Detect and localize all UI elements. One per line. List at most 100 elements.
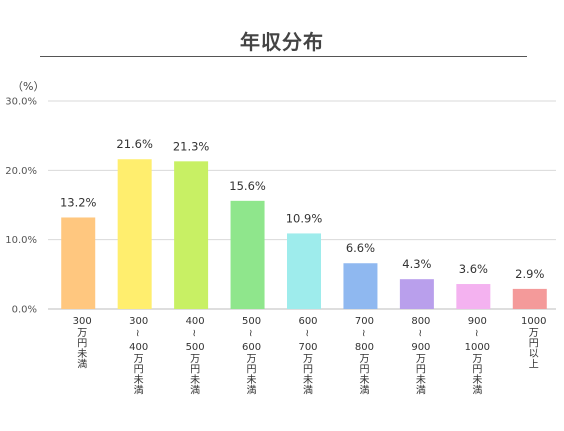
- category-range-start: 900: [468, 316, 487, 327]
- value-labels: 13.2% 21.6% 21.3% 15.6% 10.9% 6.6% 4.3% 3.6% 2.9…: [60, 137, 545, 281]
- category-char: 満: [359, 385, 369, 397]
- category-char: 未: [190, 374, 200, 386]
- category-char: 上: [529, 359, 539, 371]
- bar: [343, 263, 378, 309]
- category-char: 未: [303, 374, 313, 386]
- category-range-end: 700: [298, 342, 317, 353]
- category-char: 万: [134, 354, 144, 365]
- category-char: 未: [416, 374, 426, 386]
- category-char: 円: [77, 339, 87, 350]
- category-char: 万: [247, 354, 257, 365]
- category-range-end: 1000: [465, 342, 490, 353]
- data-label: 2.9%: [515, 267, 544, 281]
- category-char: 万: [190, 354, 200, 365]
- category-char: 満: [134, 385, 144, 397]
- category-char: 万: [77, 328, 87, 339]
- category-char: 満: [303, 385, 313, 397]
- category-range-start: 300: [73, 316, 92, 327]
- category-char: 万: [359, 354, 369, 365]
- data-label: 21.3%: [173, 139, 210, 153]
- category-char: 未: [77, 348, 87, 360]
- category-char: 満: [77, 359, 87, 371]
- bars: [61, 159, 547, 309]
- category-range-end: 600: [242, 342, 261, 353]
- category-char: 万: [303, 354, 313, 365]
- y-axis-ticks: 0.0% 10.0% 20.0% 30.0%: [5, 97, 37, 316]
- category-range-end: 900: [411, 342, 430, 353]
- category-range-tilde: ~: [245, 329, 256, 337]
- data-label: 13.2%: [60, 195, 97, 209]
- category-range-tilde: ~: [188, 329, 199, 337]
- bar: [399, 279, 434, 309]
- y-tick-label: 30.0%: [5, 97, 37, 108]
- bar: [61, 217, 96, 309]
- category-range-start: 500: [242, 316, 261, 327]
- category-char: 満: [416, 385, 426, 397]
- y-axis-unit-label: （%）: [12, 80, 45, 93]
- category-range-tilde: ~: [357, 329, 368, 337]
- category-char: 円: [416, 365, 426, 376]
- category-char: 未: [359, 374, 369, 386]
- category-char: 未: [472, 374, 482, 386]
- data-label: 21.6%: [116, 137, 153, 151]
- bar: [512, 288, 547, 309]
- category-range-start: 600: [298, 316, 317, 327]
- category-char: 万: [416, 354, 426, 365]
- category-char: 円: [529, 339, 539, 350]
- category-range-tilde: ~: [301, 329, 312, 337]
- category-char: 満: [472, 385, 482, 397]
- category-char: 未: [134, 374, 144, 386]
- category-range-start: 1000: [521, 316, 546, 327]
- bar: [456, 284, 491, 309]
- y-tick-label: 0.0%: [12, 305, 37, 316]
- category-labels: 300万円未満300~400万円未満400~500万円未満500~600万円未満…: [73, 316, 547, 397]
- category-char: 万: [472, 354, 482, 365]
- chart-title: 年収分布: [240, 30, 324, 54]
- category-char: 未: [247, 374, 257, 386]
- data-label: 10.9%: [286, 211, 323, 225]
- bar: [174, 161, 209, 309]
- category-char: 円: [134, 365, 144, 376]
- category-char: 満: [190, 385, 200, 397]
- data-label: 6.6%: [346, 241, 375, 255]
- category-range-end: 800: [355, 342, 374, 353]
- category-range-tilde: ~: [414, 329, 425, 337]
- category-range-start: 400: [186, 316, 205, 327]
- category-range-tilde: ~: [132, 329, 143, 337]
- category-char: 以: [529, 349, 539, 360]
- y-tick-label: 20.0%: [5, 166, 37, 177]
- category-range-end: 500: [186, 342, 205, 353]
- category-char: 円: [472, 365, 482, 376]
- category-char: 円: [303, 365, 313, 376]
- category-char: 満: [247, 385, 257, 397]
- category-range-start: 700: [355, 316, 374, 327]
- bar: [230, 200, 265, 309]
- data-label: 3.6%: [459, 262, 488, 276]
- title-divider: [40, 56, 527, 57]
- data-label: 15.6%: [229, 179, 266, 193]
- category-range-start: 300: [129, 316, 148, 327]
- y-tick-label: 10.0%: [5, 235, 37, 246]
- category-range-end: 400: [129, 342, 148, 353]
- category-char: 万: [529, 328, 539, 339]
- bar: [287, 233, 321, 309]
